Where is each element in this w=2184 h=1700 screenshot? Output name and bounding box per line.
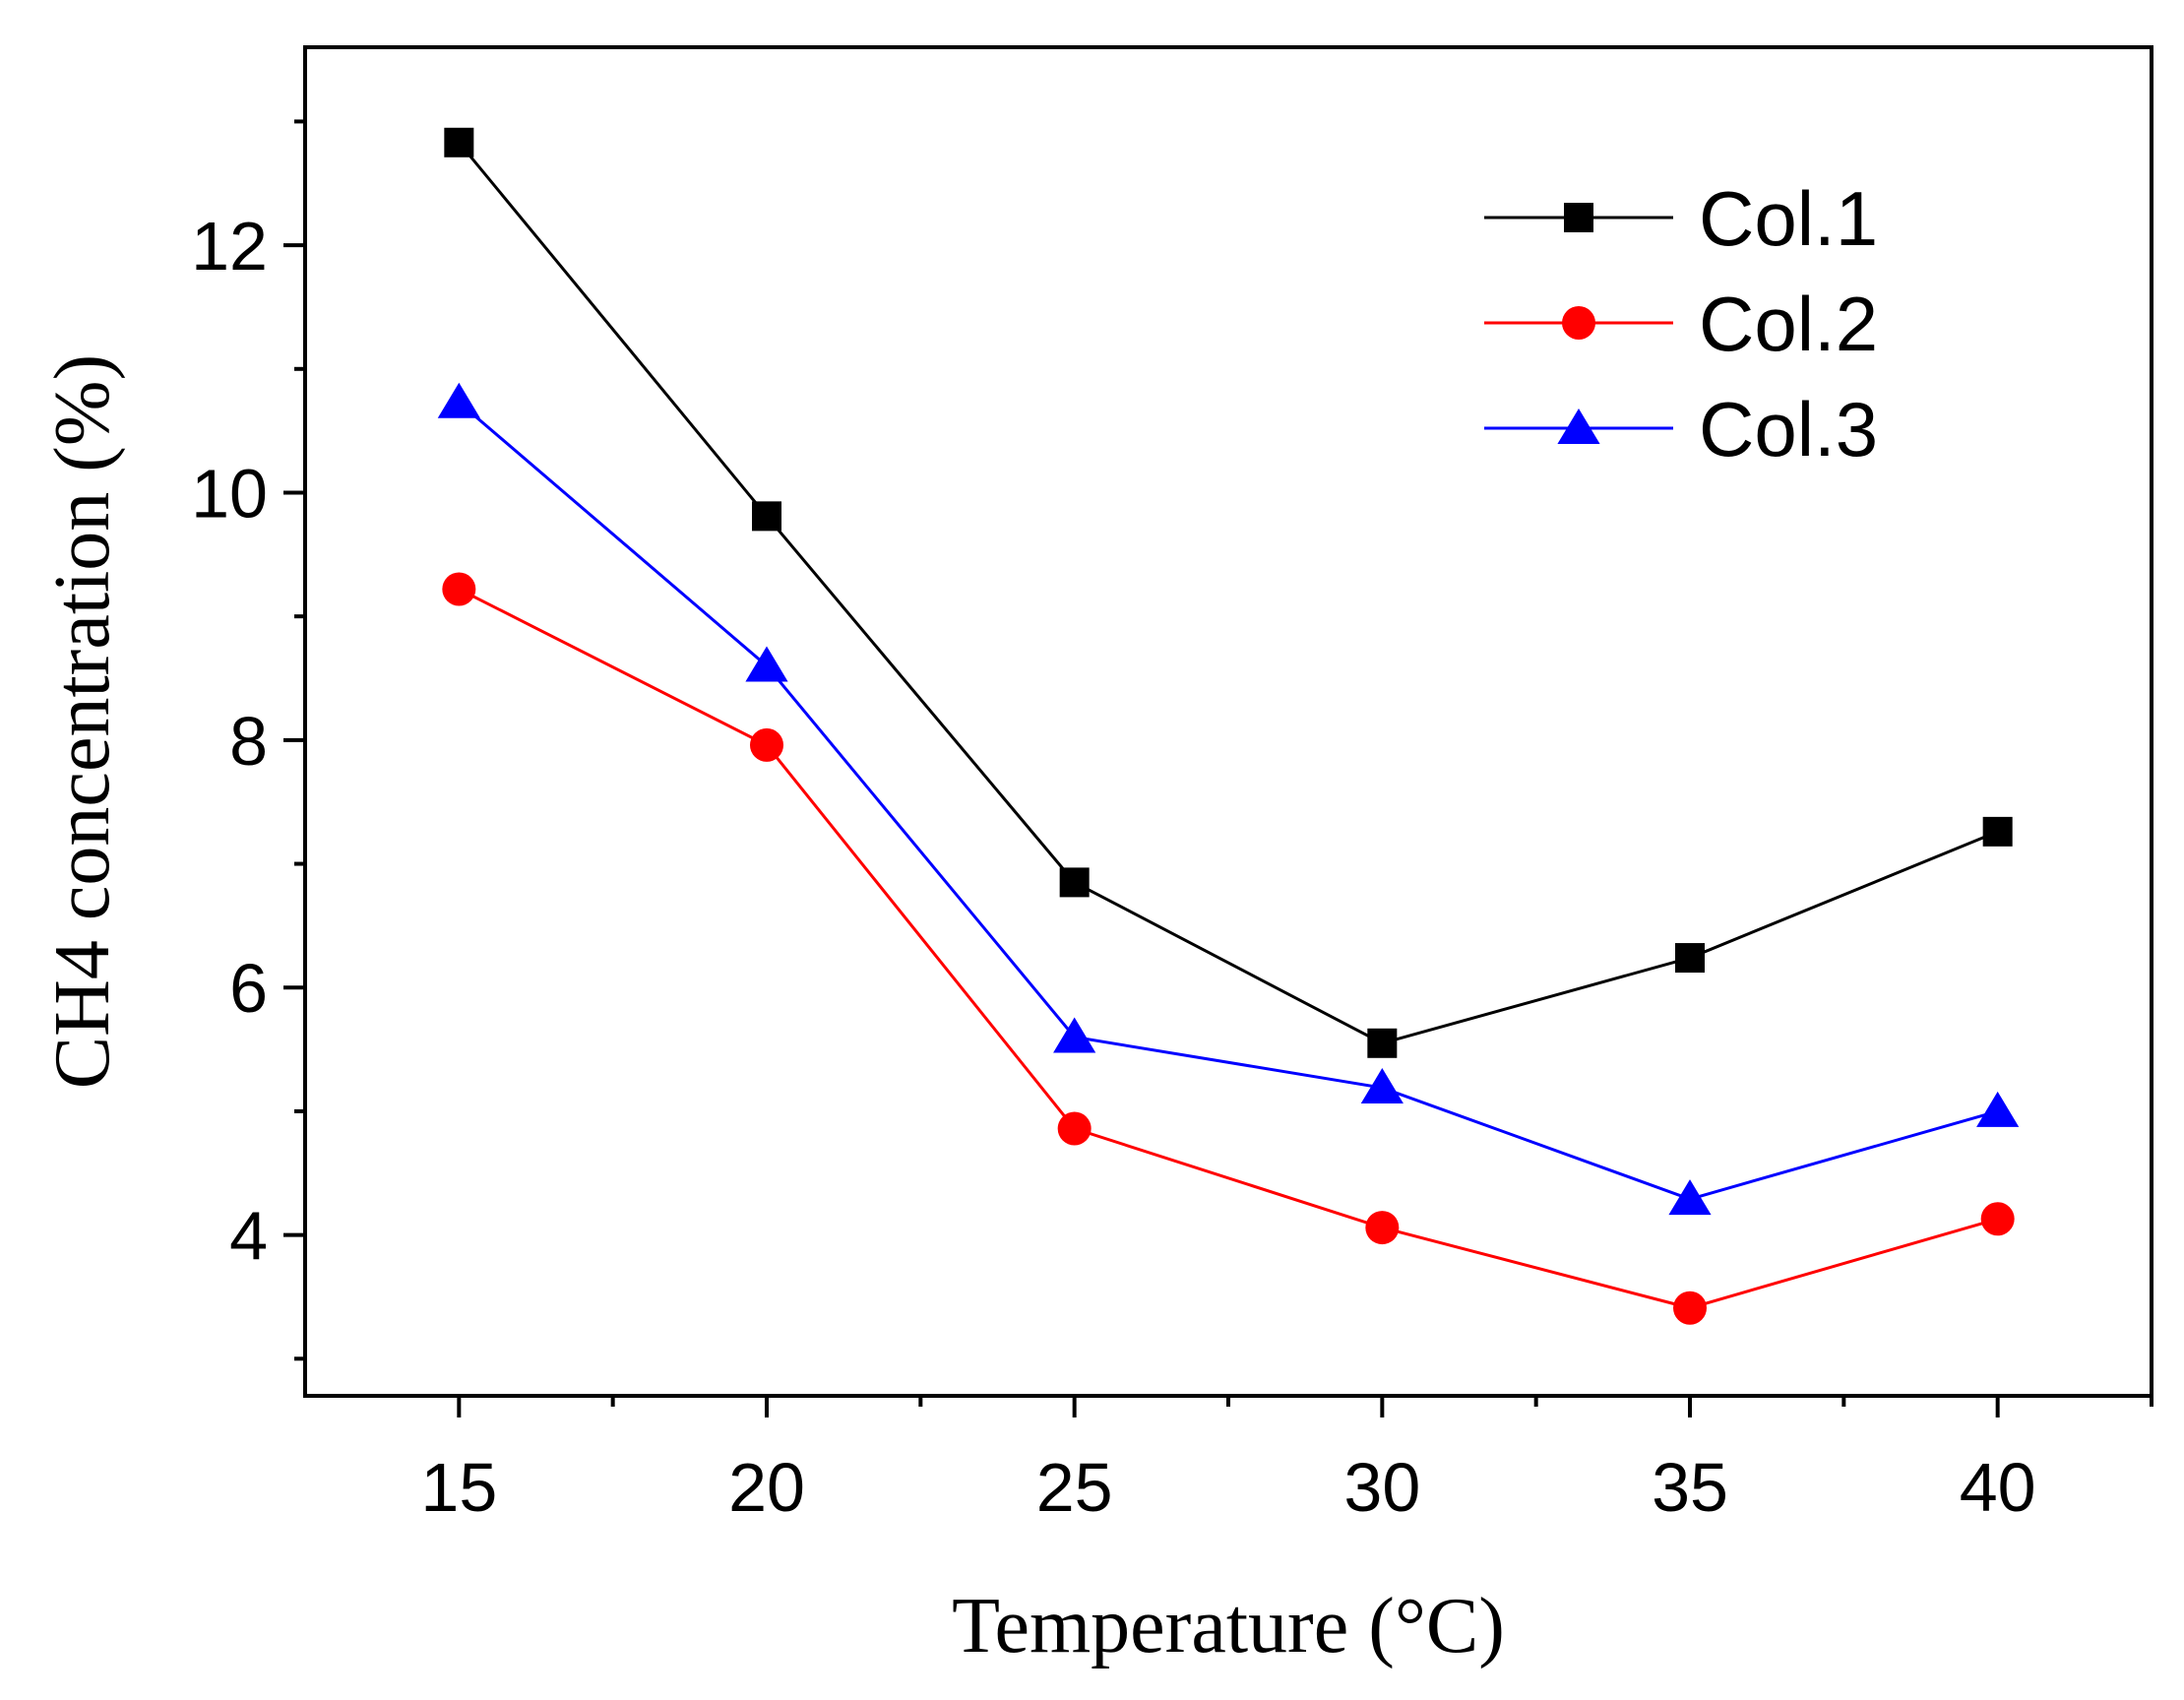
y-tick-label: 10 bbox=[191, 455, 268, 532]
y-tick-label: 4 bbox=[229, 1198, 268, 1275]
legend-item: Col.2 bbox=[1484, 281, 1878, 367]
y-tick-label: 6 bbox=[229, 950, 268, 1027]
data-point bbox=[437, 382, 480, 418]
series-1 bbox=[444, 127, 2013, 1058]
x-axis-title: Temperature (°C) bbox=[952, 1583, 1505, 1669]
series-2 bbox=[442, 572, 2015, 1325]
data-point bbox=[745, 646, 788, 682]
legend-item: Col.3 bbox=[1484, 386, 1878, 472]
data-point bbox=[1668, 1179, 1712, 1216]
series-3 bbox=[437, 382, 2020, 1216]
data-point bbox=[752, 501, 781, 532]
data-point bbox=[442, 572, 476, 606]
x-tick-label: 30 bbox=[1343, 1449, 1420, 1526]
legend-item: Col.1 bbox=[1484, 175, 1878, 262]
x-tick-label: 25 bbox=[1036, 1449, 1113, 1526]
y-tick-label: 12 bbox=[191, 208, 268, 284]
legend: Col.1 Col.2 Col.3 bbox=[1484, 175, 1878, 472]
data-point bbox=[1057, 1111, 1092, 1146]
y-axis-title: CH4 concentration (%) bbox=[39, 354, 126, 1089]
legend-label: Col.1 bbox=[1699, 175, 1878, 262]
data-point bbox=[444, 127, 474, 157]
data-point bbox=[1365, 1211, 1400, 1245]
legend-label: Col.2 bbox=[1699, 281, 1878, 367]
y-tick-label: 8 bbox=[229, 703, 268, 780]
x-axis-ticks: 15 20 25 30 35 40 bbox=[420, 1396, 2153, 1526]
legend-marker bbox=[1564, 203, 1593, 232]
data-point bbox=[1673, 1291, 1707, 1325]
data-point bbox=[1360, 1068, 1404, 1104]
legend-marker bbox=[1562, 306, 1595, 340]
series-line bbox=[458, 401, 1999, 1201]
x-tick-label: 40 bbox=[1960, 1449, 2036, 1526]
data-point bbox=[750, 727, 783, 762]
data-point bbox=[1053, 1017, 1096, 1053]
x-tick-label: 35 bbox=[1652, 1449, 1728, 1526]
x-tick-label: 15 bbox=[420, 1449, 497, 1526]
data-point bbox=[1367, 1028, 1398, 1058]
series-line bbox=[458, 588, 1999, 1310]
data-point bbox=[1982, 816, 2013, 847]
series-layer bbox=[437, 127, 2020, 1325]
y-axis-ticks: 4 6 8 10 12 bbox=[191, 119, 305, 1361]
x-tick-label: 20 bbox=[728, 1449, 805, 1526]
data-point bbox=[1059, 867, 1090, 898]
data-point bbox=[1675, 943, 1705, 974]
series-line bbox=[458, 141, 1999, 1045]
legend-label: Col.3 bbox=[1699, 386, 1878, 472]
data-point bbox=[1976, 1091, 2020, 1127]
data-point bbox=[1980, 1202, 2015, 1236]
legend-marker bbox=[1557, 409, 1600, 444]
